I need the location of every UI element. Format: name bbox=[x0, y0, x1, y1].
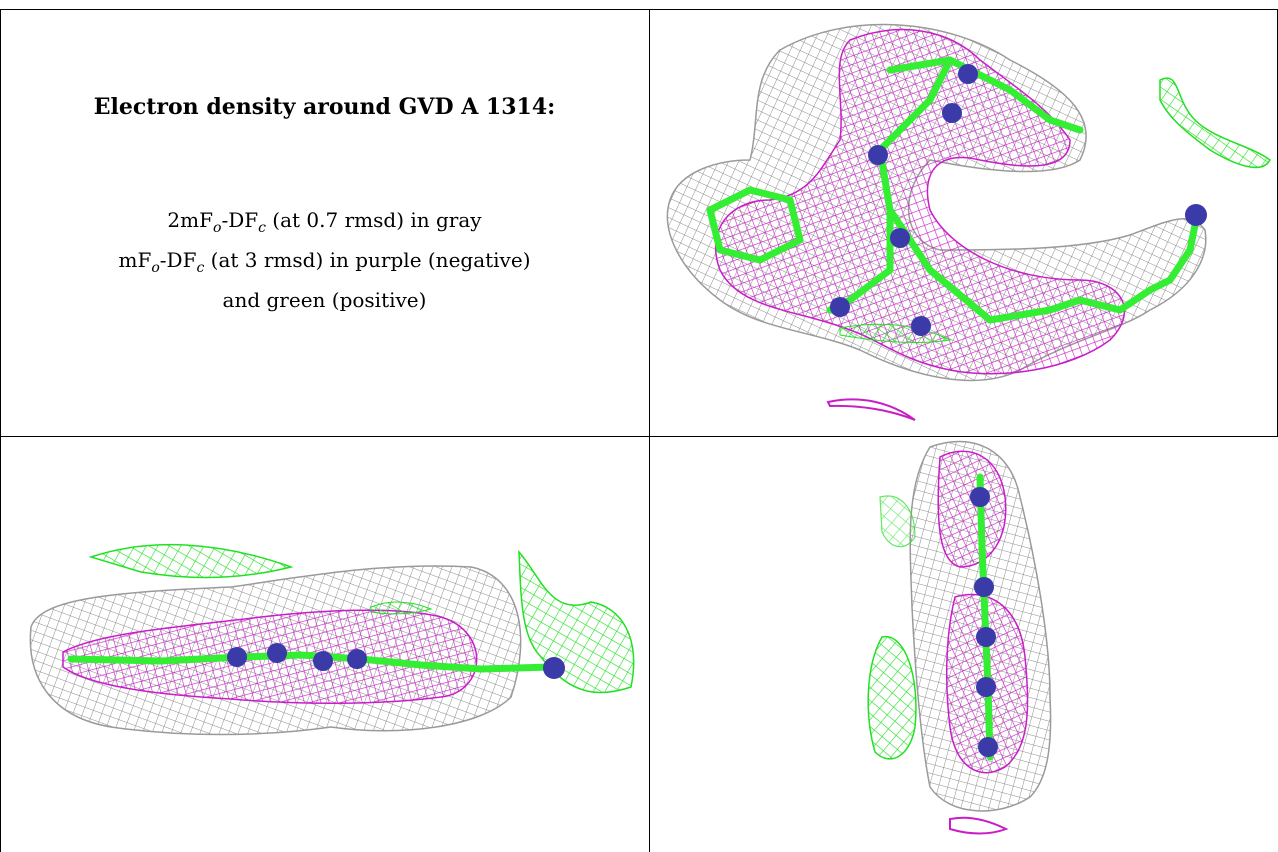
nitrogen-atoms bbox=[830, 64, 1207, 336]
density-view-top-right bbox=[650, 10, 1277, 436]
green-density-mesh bbox=[839, 77, 1271, 343]
legend-line-gray: 2mFo-DFc (at 0.7 rmsd) in gray bbox=[167, 208, 482, 236]
caption-cell: Electron density around GVD A 1314: 2mFo… bbox=[0, 10, 649, 436]
table-top-rule bbox=[0, 9, 1278, 10]
caption-title: Electron density around GVD A 1314: bbox=[93, 94, 556, 120]
caption-legend: 2mFo-DFc (at 0.7 rmsd) in gray mFo-DFc (… bbox=[0, 204, 649, 316]
purple-density-mesh bbox=[937, 450, 1029, 835]
ligand-stick-model bbox=[976, 473, 994, 761]
table-center-rule bbox=[649, 9, 650, 852]
purple-density-mesh bbox=[714, 28, 1126, 421]
table-mid-rule bbox=[0, 436, 1278, 437]
legend-line-green: and green (positive) bbox=[222, 288, 427, 312]
green-density-mesh bbox=[867, 495, 917, 760]
green-density-mesh bbox=[88, 543, 635, 694]
density-view-bottom-left bbox=[1, 437, 649, 852]
legend-line-purple: mFo-DFc (at 3 rmsd) in purple (negative) bbox=[118, 248, 531, 276]
ligand-stick-model bbox=[706, 56, 1199, 324]
nitrogen-atoms bbox=[970, 487, 998, 757]
nitrogen-atoms bbox=[227, 643, 565, 679]
table-left-rule bbox=[0, 9, 1, 852]
density-view-bottom-right bbox=[650, 437, 1277, 852]
